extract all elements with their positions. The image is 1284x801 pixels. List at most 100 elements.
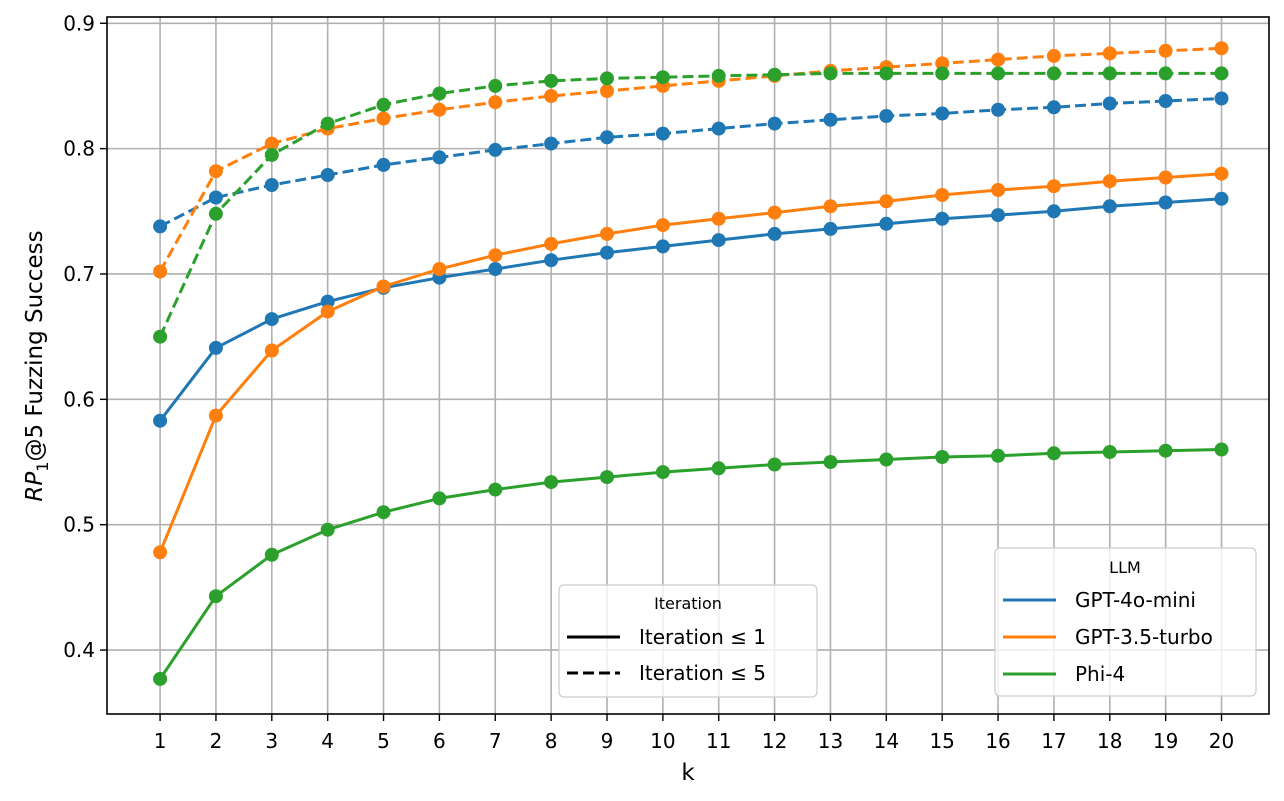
data-point [991, 102, 1006, 117]
data-point [1158, 94, 1173, 108]
data-point [1102, 46, 1117, 61]
series-phi-4-iter1 [153, 442, 1229, 686]
data-point [153, 219, 168, 234]
data-point [208, 589, 223, 604]
data-point [879, 452, 894, 467]
data-point [320, 304, 335, 319]
data-point [600, 84, 614, 98]
data-point [711, 211, 726, 226]
data-point [823, 199, 838, 214]
data-point [1046, 204, 1061, 219]
legend-iteration-5: Iteration ≤ 5 [639, 661, 766, 685]
data-point [544, 475, 559, 490]
x-tick-label: 8 [545, 729, 558, 753]
legend-iteration-title: Iteration [654, 594, 722, 613]
x-tick-label: 19 [1153, 729, 1178, 753]
data-point [711, 233, 726, 248]
data-point [488, 248, 503, 263]
x-tick-label: 4 [321, 729, 334, 753]
y-axis-label: RP1@5 Fuzzing Success [22, 230, 52, 501]
series-gpt-4o-mini-iter5 [153, 91, 1229, 234]
data-point [544, 89, 559, 103]
legend-iteration: Iteration Iteration ≤ 1 Iteration ≤ 5 [558, 584, 818, 698]
data-point [1214, 91, 1229, 106]
legend-gpt-3-5-turbo: GPT-3.5-turbo [1075, 625, 1213, 649]
data-point [208, 190, 223, 205]
data-point [655, 70, 670, 85]
data-point [488, 262, 503, 276]
data-point [1158, 195, 1173, 210]
data-point [432, 86, 447, 101]
data-point [544, 253, 559, 268]
data-point [432, 150, 447, 165]
data-point [1214, 41, 1229, 56]
x-tick-label: 5 [377, 729, 390, 753]
data-point [1102, 66, 1117, 81]
data-point [935, 66, 950, 81]
data-point [544, 73, 559, 88]
data-point [711, 68, 726, 83]
data-point [1102, 199, 1117, 214]
x-tick-label: 3 [265, 729, 278, 753]
data-point [879, 66, 894, 81]
data-point [767, 116, 782, 131]
data-point [1102, 96, 1117, 111]
data-point [655, 126, 670, 141]
data-point [935, 211, 950, 226]
data-point [1102, 174, 1117, 189]
data-point [1214, 442, 1229, 457]
data-point [264, 147, 279, 162]
y-axis-ticks: 0.4 0.5 0.6 0.7 0.8 0.9 [63, 11, 107, 662]
data-point [153, 264, 168, 279]
x-tick-label: 6 [433, 729, 446, 753]
data-point [935, 450, 950, 464]
data-point [600, 470, 614, 485]
data-point [488, 482, 503, 497]
data-point [544, 136, 559, 151]
data-point [1214, 191, 1229, 206]
data-point [208, 340, 223, 355]
series-gpt-3-5-turbo-iter1 [153, 166, 1229, 560]
data-point [991, 52, 1006, 67]
x-tick-label: 7 [489, 729, 502, 753]
data-point [153, 413, 168, 428]
data-point [320, 294, 335, 309]
data-point [264, 136, 279, 151]
data-point [376, 97, 391, 112]
legend-llm: LLM GPT-4o-mini GPT-3.5-turbo Phi-4 [994, 547, 1257, 697]
grid-lines [107, 17, 1269, 714]
data-point [991, 66, 1006, 81]
data-point [711, 461, 726, 476]
data-point [767, 226, 782, 241]
data-point [264, 343, 279, 358]
data-point [600, 245, 614, 260]
x-tick-label: 10 [650, 729, 675, 753]
data-point [879, 216, 894, 231]
data-point [320, 522, 335, 537]
data-point [153, 545, 168, 560]
data-point [1102, 445, 1117, 459]
data-point [1046, 66, 1061, 81]
data-point [879, 109, 894, 123]
data-point [823, 66, 838, 81]
series-gpt-4o-mini-iter1 [153, 191, 1229, 428]
data-point [208, 206, 223, 221]
y-tick-label: 0.8 [63, 137, 95, 161]
data-point [991, 183, 1006, 197]
data-point [264, 312, 279, 327]
data-point [823, 221, 838, 236]
data-point [935, 188, 950, 202]
x-tick-label: 15 [929, 729, 954, 753]
data-point [991, 448, 1006, 463]
data-point [376, 279, 391, 294]
data-point [153, 329, 168, 344]
x-tick-label: 11 [706, 729, 731, 753]
data-point [600, 130, 614, 145]
data-point [320, 116, 335, 131]
data-point [432, 102, 447, 117]
data-point [376, 111, 391, 126]
data-point [320, 168, 335, 182]
data-point [655, 465, 670, 480]
data-point [544, 236, 559, 251]
